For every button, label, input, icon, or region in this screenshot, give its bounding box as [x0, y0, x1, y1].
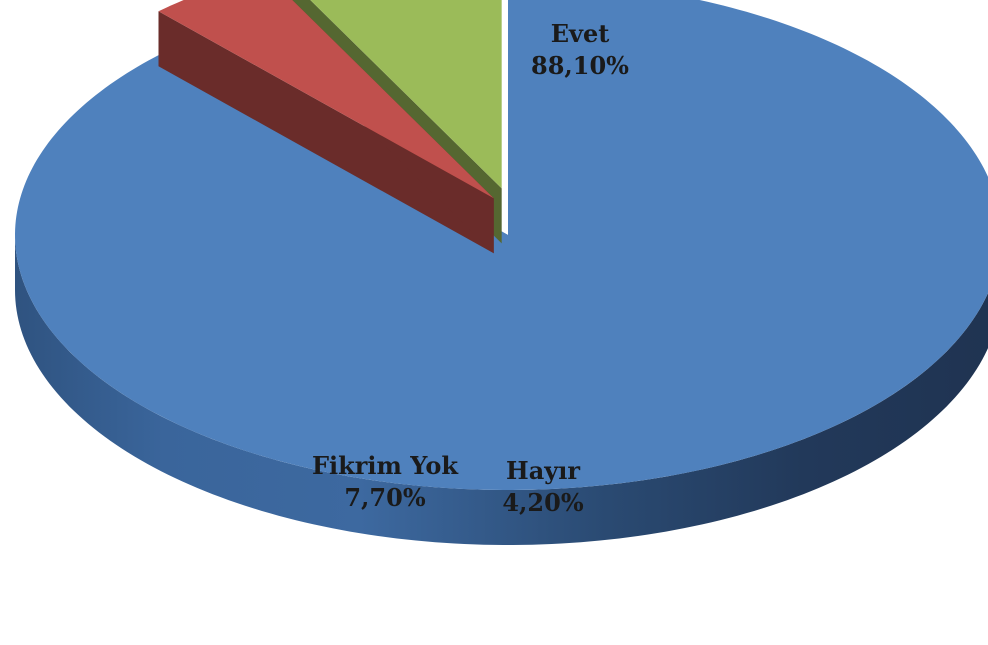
slice-category-evet: Evet: [550, 19, 610, 48]
slice-wall-hayir-0: [158, 11, 494, 254]
slice-percent-hayir: 4,20%: [502, 488, 584, 517]
slice-hayir: [158, 0, 494, 199]
slice-category-hayir: Hayır: [506, 456, 580, 485]
slice-percent-evet: 88,10%: [531, 51, 629, 80]
slice-label-evet: Evet 88,10%: [500, 18, 660, 82]
slice-label-fikrim-yok: Fikrim Yok 7,70%: [285, 450, 485, 514]
slice-label-hayir: Hayır 4,20%: [488, 455, 598, 519]
slice-side-evet: [15, 235, 988, 545]
slice-fikrim-yok: [310, 0, 502, 189]
slice-category-fikrim-yok: Fikrim Yok: [312, 451, 458, 480]
slice-evet: [15, 0, 988, 490]
slice-percent-fikrim-yok: 7,70%: [344, 483, 426, 512]
